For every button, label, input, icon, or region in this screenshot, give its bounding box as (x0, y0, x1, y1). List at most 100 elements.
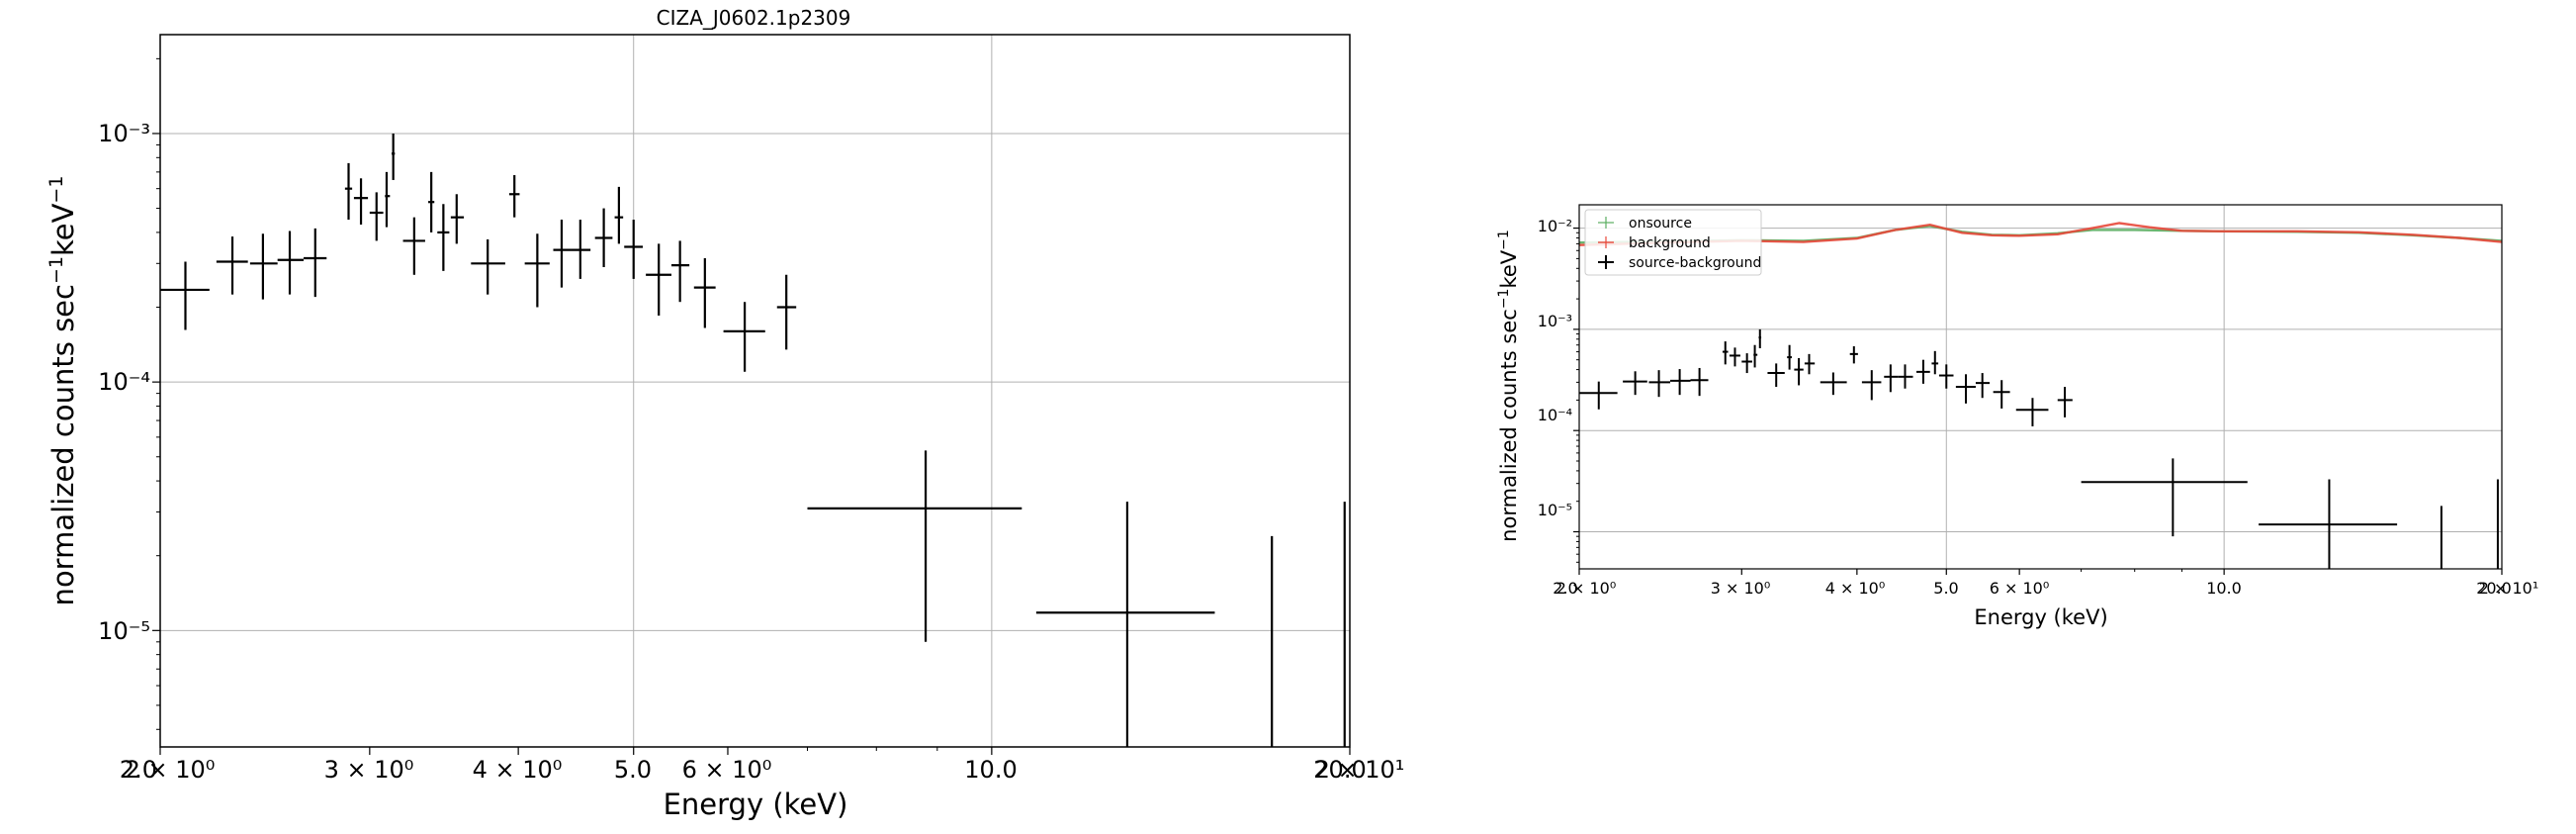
x-tick-label-right-10.0: 10.0 (2206, 579, 2242, 598)
plot-area (1579, 222, 2502, 569)
x-axis-label-right: Energy (keV) (1974, 605, 2107, 629)
data-point-source-21 (624, 220, 644, 279)
data-point-source-background-28 (2259, 479, 2398, 569)
data-point-source-14 (471, 238, 505, 295)
data-point-source-27 (807, 450, 1022, 642)
data-point-source-7 (369, 192, 384, 241)
x-tick-label-2e0: 2 × 10⁰ (126, 756, 216, 784)
y-tick-label-1e-4: 10⁻⁴ (98, 368, 150, 396)
data-point-source-28 (1035, 502, 1215, 747)
data-point-source-20 (614, 186, 624, 244)
data-point-source-background-29 (2440, 506, 2443, 569)
chart-title: CIZA_J0602.1p2309 (657, 6, 851, 30)
y-tick-label-1e-5: 10⁻⁵ (98, 617, 150, 645)
data-point-source-background-27 (2081, 458, 2248, 537)
data-point-source-4 (304, 228, 327, 298)
x-tick-label-4e0: 4 × 10⁰ (473, 756, 563, 784)
plot-frame-right (1578, 204, 2503, 570)
data-point-source-background-23 (1975, 373, 1991, 399)
data-point-source-background-21 (1938, 364, 1954, 389)
plot-area (160, 133, 1346, 747)
x-tick-label-20.0: 20.0 (1313, 756, 1366, 784)
data-point-source-12 (437, 204, 450, 271)
data-point-source-background-11 (1787, 344, 1793, 370)
data-point-source-background-10 (1767, 363, 1785, 388)
y-axis-label-main: normalized counts sec (46, 284, 80, 605)
data-point-source-0 (160, 261, 210, 330)
y-axis-label: normalized counts sec−1keV−1 (45, 176, 80, 606)
legend-label-background: background (1629, 235, 1711, 251)
grid-lines (160, 35, 1350, 747)
data-point-source-24 (693, 257, 716, 328)
data-point-source-5 (344, 162, 353, 221)
data-point-source-background-7 (1741, 353, 1752, 374)
y-axis-label-right-exp1: −1 (1496, 289, 1512, 310)
data-point-source-16 (524, 233, 550, 308)
legend-box (1584, 209, 1762, 276)
y-tick-labels: 10⁻³ 10⁻⁴ 10⁻⁵ (98, 120, 150, 645)
main-spectrum-panel: CIZA_J0602.1p2309 2.0 2 × 10⁰ 3 × 10⁰ 4 … (45, 6, 1404, 821)
data-point-source-23 (670, 240, 690, 303)
data-point-source-background-14 (1820, 372, 1847, 396)
x-tick-label-6e0: 6 × 10⁰ (682, 756, 772, 784)
data-point-source-17 (553, 220, 572, 288)
x-tick-label-2e1: 2 × 10¹ (1315, 756, 1405, 784)
data-point-source-2 (249, 233, 278, 300)
x-tick-label-right-2.0: 2.0 (1553, 579, 1577, 598)
data-point-source-15 (508, 175, 520, 218)
y-axis-label-right-main: normalized counts sec (1497, 309, 1521, 542)
data-point-source-26 (776, 274, 797, 350)
data-point-source-background-9 (1758, 328, 1762, 349)
y-axis-label-right-unit: keV (1497, 249, 1521, 288)
x-tick-label-right-2e1: 2 × 10¹ (2479, 579, 2539, 598)
data-point-source-background-4 (1690, 367, 1709, 397)
x-tick-label-10.0: 10.0 (964, 756, 1017, 784)
data-point-source-11 (428, 171, 435, 232)
data-point-source-background-8 (1753, 344, 1758, 368)
data-point-source-background-25 (2015, 398, 2049, 426)
data-point-source-18 (571, 220, 591, 279)
data-point-source-background-3 (1670, 369, 1691, 396)
data-point-source-background-13 (1804, 353, 1816, 375)
y-axis-label-unit: keV (46, 203, 80, 256)
axis-ticks-right (1573, 227, 2503, 575)
data-point-source-background-5 (1722, 341, 1729, 365)
series-line-background (1579, 222, 2502, 246)
legend-item-onsource: onsource (1598, 216, 1692, 232)
data-point-source-background-26 (2057, 387, 2073, 417)
y-tick-labels-right: 10⁻² 10⁻³ 10⁻⁴ 10⁻⁵ (1538, 217, 1572, 519)
data-series-right (1579, 222, 2502, 569)
axis-ticks (152, 57, 1351, 755)
data-point-source-background-16 (1861, 370, 1882, 401)
data-point-source-background-22 (1955, 374, 1976, 404)
data-point-source-13 (450, 194, 465, 244)
data-point-source-background-12 (1794, 357, 1804, 386)
x-tick-label-right-3e0: 3 × 10⁰ (1711, 579, 1771, 598)
y-tick-label-right-1e-4: 10⁻⁴ (1538, 406, 1572, 424)
data-point-source-22 (646, 243, 671, 317)
x-tick-label-right-2e0: 2 × 10⁰ (1556, 579, 1617, 598)
y-tick-label-right-1e-5: 10⁻⁵ (1538, 501, 1572, 519)
legend-label-source-background: source-background (1629, 255, 1761, 271)
data-point-source-background-1 (1623, 371, 1647, 396)
plot-frame (159, 34, 1351, 748)
data-point-source-background-0 (1579, 381, 1618, 410)
x-tick-label-right-6e0: 6 × 10⁰ (1990, 579, 2050, 598)
legend-item-source-background: source-background (1598, 255, 1761, 271)
data-point-source-background-17 (1884, 364, 1899, 393)
data-point-source-background-15 (1849, 346, 1858, 364)
data-point-source-background-2 (1648, 370, 1671, 398)
y-tick-label-right-1e-3: 10⁻³ (1538, 312, 1572, 330)
x-axis-label: Energy (keV) (664, 788, 848, 821)
data-point-source-25 (723, 302, 765, 372)
data-series-source (160, 133, 1346, 747)
x-tick-label-right-5.0: 5.0 (1933, 579, 1958, 598)
legend: onsource background source-background (1584, 209, 1762, 276)
x-tick-label-2.0: 2.0 (120, 756, 157, 784)
y-axis-label-right: normalized counts sec−1keV−1 (1496, 230, 1521, 542)
x-tick-label-right-4e0: 4 × 10⁰ (1825, 579, 1886, 598)
data-point-source-10 (402, 217, 425, 275)
legend-label-onsource: onsource (1629, 216, 1692, 232)
